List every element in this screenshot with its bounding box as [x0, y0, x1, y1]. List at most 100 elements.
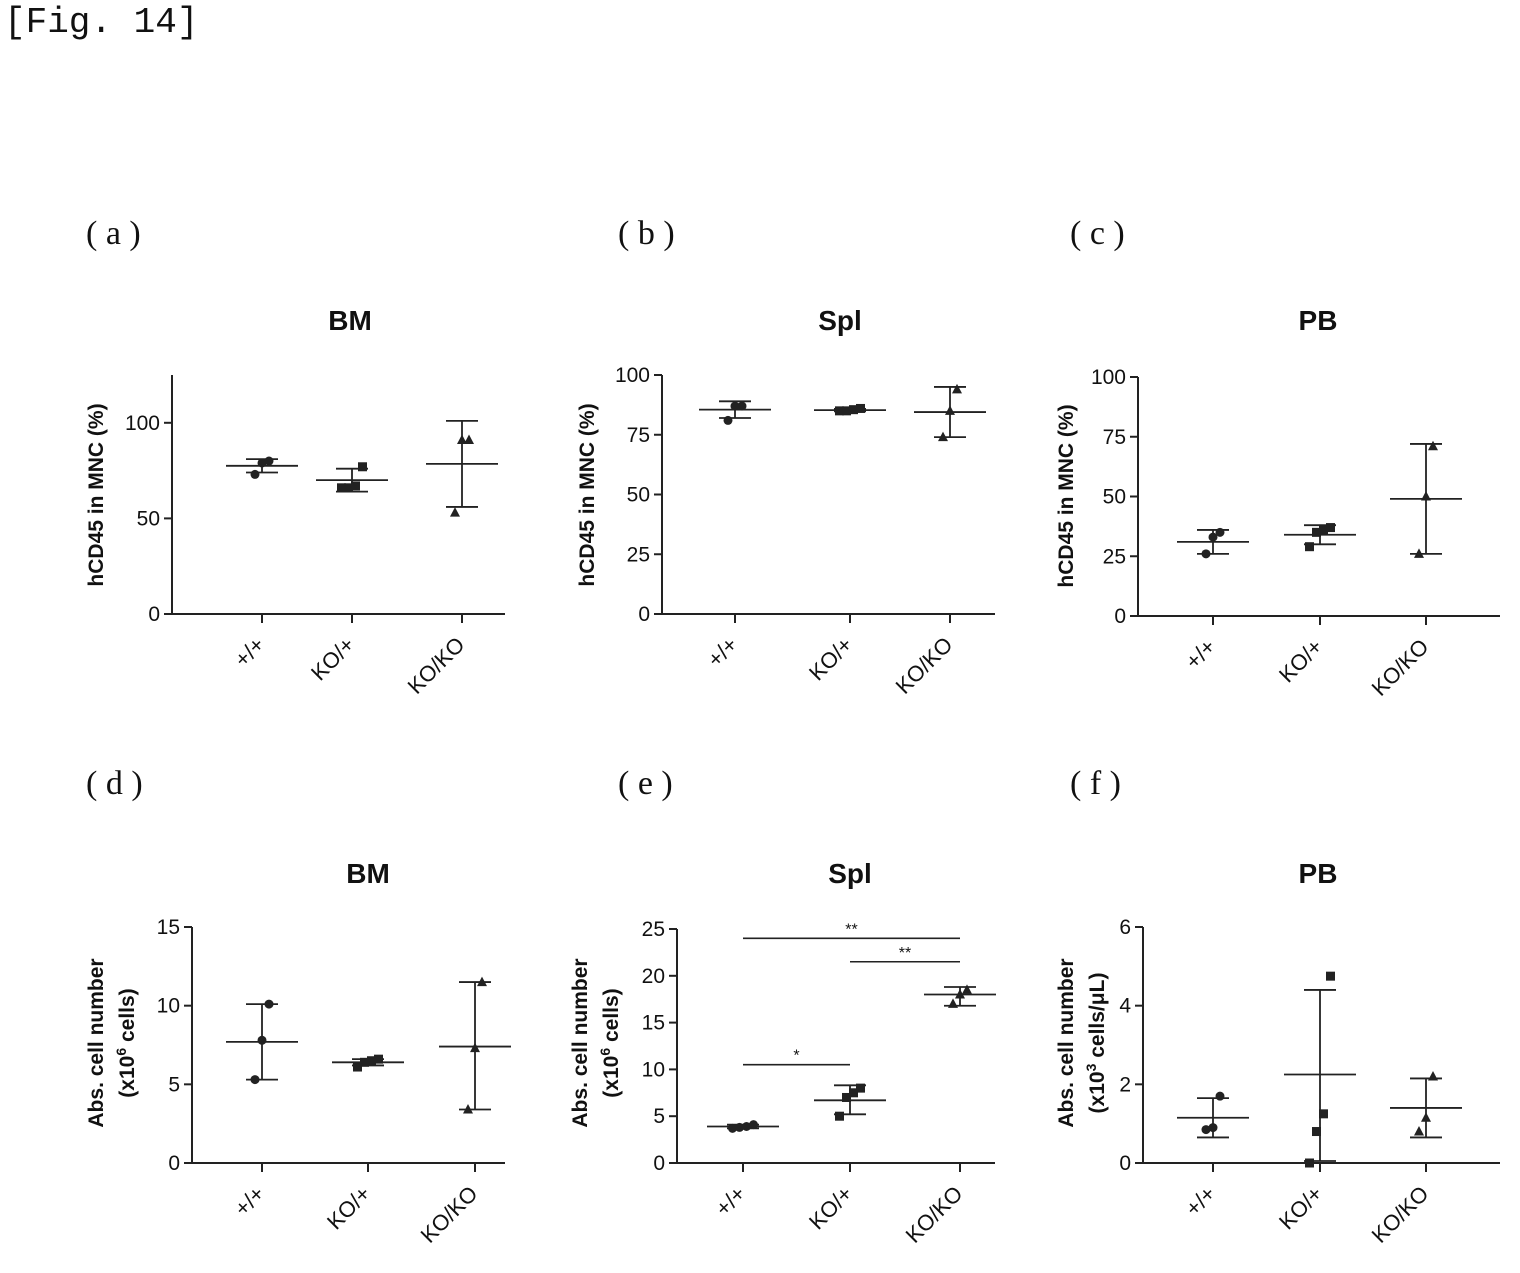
data-point-triangle [955, 989, 965, 999]
y-tick-label: 5 [653, 1105, 665, 1128]
y-tick-label: 0 [168, 1152, 180, 1175]
y-tick-label: 4 [1119, 995, 1131, 1018]
x-tick-label: KO/KO [416, 1181, 483, 1248]
panel-letter: ( a ) [86, 215, 141, 252]
data-point-triangle [1414, 548, 1424, 558]
data-point-triangle [457, 434, 467, 445]
data-point-triangle [464, 434, 474, 445]
data-point-triangle [463, 1104, 473, 1114]
data-point-triangle [1414, 1126, 1424, 1136]
data-point-triangle [962, 984, 972, 994]
panel-title: BM [328, 305, 372, 336]
data-point-triangle [1428, 1070, 1438, 1081]
y-tick-label: 2 [1119, 1073, 1131, 1096]
y-axis-label: hCD45 in MNC (%) [576, 403, 599, 586]
data-point-circle [264, 999, 274, 1009]
data-point-circle [749, 1120, 758, 1130]
x-tick-label: KO/+ [1274, 1181, 1328, 1235]
data-point-triangle [450, 507, 460, 517]
data-point-square [337, 483, 346, 493]
y-tick-label: 15 [642, 1012, 665, 1035]
data-point-triangle [1421, 491, 1431, 501]
y-axis-label-unit-exponent: 6 [113, 1048, 129, 1056]
y-axis-label-unit-exponent: 6 [597, 1048, 613, 1056]
x-tick-label: KO/KO [403, 632, 470, 699]
data-point-circle [1208, 1123, 1218, 1133]
data-point-square [358, 462, 367, 472]
panel-letter: ( d ) [86, 765, 143, 802]
y-tick-label: 75 [627, 424, 650, 447]
y-axis-label-unit-prefix: (x10 [600, 1056, 623, 1098]
data-point-circle [250, 469, 260, 479]
x-tick-label: +/+ [229, 632, 269, 672]
data-point-square [849, 1088, 858, 1098]
data-point-circle [730, 401, 740, 411]
data-point-square [849, 405, 858, 415]
data-point-circle [742, 1121, 751, 1131]
y-axis-label-unit-prefix: (x10 [1086, 1071, 1109, 1113]
data-point-triangle [945, 405, 955, 415]
data-point-square [360, 1057, 369, 1067]
y-tick-label: 50 [137, 507, 160, 530]
y-axis-label-unit-suffix: cells/μL) [1086, 973, 1109, 1064]
x-tick-label: KO/+ [322, 1181, 376, 1235]
y-tick-label: 10 [157, 995, 180, 1018]
data-point-square [344, 483, 353, 493]
data-point-square [374, 1054, 383, 1064]
data-point-circle [1201, 549, 1211, 559]
panel-a: ( a ) BM 0 50 100 hCD45 in MNC (%) +/+ KO/+ KO/K… [85, 215, 505, 699]
panel-c: ( c ) PB 0 25 50 75 100 hCD45 in MNC (%) +/+ KO/+… [1055, 215, 1500, 701]
x-tick-label: +/+ [702, 632, 742, 672]
data-point-square [1305, 542, 1314, 552]
panel-title: PB [1299, 858, 1338, 889]
x-tick-label: KO/+ [804, 632, 858, 686]
y-tick-label: 100 [1091, 366, 1126, 389]
data-point-square [1305, 1158, 1314, 1168]
y-tick-label: 0 [1119, 1152, 1131, 1175]
data-point-circle [1215, 1091, 1225, 1101]
y-tick-label: 0 [1114, 605, 1126, 628]
y-axis-label-unit: (x103 cells/μL) [1083, 973, 1109, 1114]
y-tick-label: 100 [615, 364, 650, 387]
data-point-triangle [1421, 1112, 1431, 1122]
data-point-triangle [470, 1042, 480, 1053]
data-point-square [835, 1111, 844, 1121]
data-point-circle [1215, 527, 1225, 537]
x-tick-label: +/+ [1180, 1181, 1220, 1221]
data-point-circle [723, 415, 733, 425]
data-point-circle [1208, 532, 1218, 542]
y-tick-label: 25 [627, 543, 650, 566]
data-point-square [856, 1083, 865, 1093]
data-point-triangle [1428, 440, 1438, 451]
x-tick-label: +/+ [229, 1181, 269, 1221]
data-point-square [1312, 527, 1321, 537]
y-tick-label: 0 [148, 603, 160, 626]
y-axis-label: Abs. cell number [85, 958, 108, 1127]
figure-label: [Fig. 14] [4, 2, 199, 43]
data-point-circle [728, 1123, 737, 1133]
data-point-square [1312, 1127, 1321, 1137]
panel-title: Spl [818, 305, 862, 336]
y-tick-label: 15 [157, 916, 180, 939]
significance-label: ** [899, 945, 911, 962]
y-tick-label: 5 [168, 1073, 180, 1096]
data-point-square [351, 481, 360, 491]
data-point-circle [735, 1122, 744, 1132]
y-tick-label: 50 [627, 484, 650, 507]
y-axis-label-unit-suffix: cells) [116, 988, 139, 1048]
y-tick-label: 6 [1119, 916, 1131, 939]
data-point-triangle [477, 976, 487, 987]
y-axis-label-unit-exponent: 3 [1083, 1063, 1099, 1071]
data-point-square [835, 406, 844, 416]
y-axis-label: hCD45 in MNC (%) [1055, 404, 1078, 587]
panel-b: ( b ) Spl 0 25 50 75 100 hCD45 in MNC (%) +/+ KO/… [576, 215, 995, 699]
data-point-circle [250, 1075, 260, 1085]
x-tick-label: KO/KO [891, 632, 958, 699]
data-point-square [842, 1092, 851, 1102]
y-axis-label-unit: (x106 cells) [597, 988, 623, 1097]
x-tick-label: KO/KO [1367, 634, 1434, 701]
data-point-circle [737, 401, 747, 411]
panel-letter: ( c ) [1070, 215, 1125, 252]
